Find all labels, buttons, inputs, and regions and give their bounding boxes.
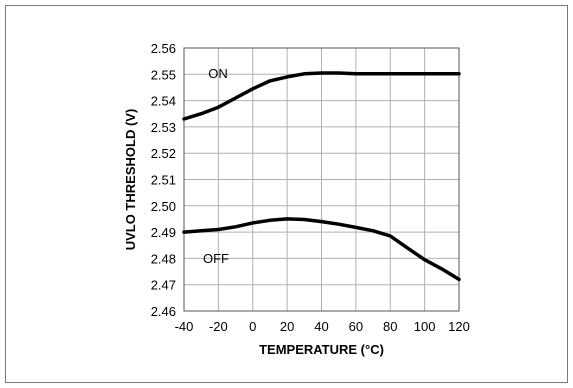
x-tick-label: 60	[349, 319, 363, 334]
x-tick-label: 40	[314, 319, 328, 334]
y-tick-labels: 2.46 2.47 2.48 2.49 2.50 2.51 2.52 2.53 2.54 2.55…	[151, 41, 176, 319]
x-axis-title: TEMPERATURE (°C)	[259, 342, 384, 357]
y-tick-label: 2.51	[151, 173, 176, 188]
series-label-on: ON	[208, 66, 228, 81]
plot-area-border	[183, 47, 460, 312]
series-label-off: OFF	[203, 251, 229, 266]
y-tick-label: 2.56	[151, 41, 176, 56]
x-tick-label: 20	[280, 319, 294, 334]
grid-lines	[183, 47, 460, 312]
y-tick-label: 2.46	[151, 304, 176, 319]
y-axis-title: UVLO THRESHOLD (V)	[123, 109, 138, 251]
y-tick-label: 2.50	[151, 199, 176, 214]
series-line-on	[182, 71, 461, 121]
y-tick-label: 2.54	[151, 94, 176, 109]
x-tick-label: -40	[175, 319, 194, 334]
series-line-off	[182, 217, 461, 282]
y-tick-label: 2.48	[151, 251, 176, 266]
x-tick-label: 0	[249, 319, 256, 334]
y-tick-label: 2.53	[151, 120, 176, 135]
y-tick-label: 2.52	[151, 146, 176, 161]
x-tick-label: 80	[383, 319, 397, 334]
y-tick-label: 2.55	[151, 67, 176, 82]
x-tick-labels: -40 -20 0 20 40 60 80 100 120	[175, 319, 470, 334]
series-labels: ON OFF	[203, 66, 229, 266]
y-tick-label: 2.47	[151, 278, 176, 293]
x-tick-label: 120	[448, 319, 470, 334]
data-series	[182, 71, 461, 282]
x-tick-label: 100	[414, 319, 436, 334]
chart-frame	[5, 5, 568, 383]
y-tick-label: 2.49	[151, 225, 176, 240]
x-tick-label: -20	[209, 319, 228, 334]
